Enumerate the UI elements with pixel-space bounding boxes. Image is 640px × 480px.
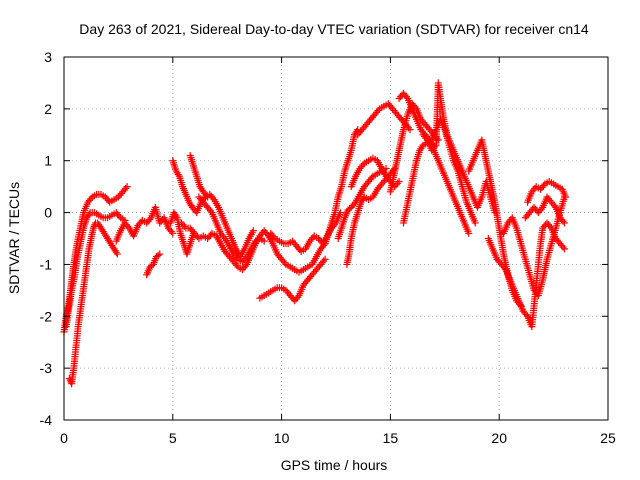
data-point [546, 222, 554, 230]
data-point [207, 207, 215, 215]
data-point [154, 251, 162, 259]
data-point [87, 195, 95, 203]
data-point [89, 224, 97, 232]
y-tick-label: -4 [40, 412, 53, 428]
x-tick-label: 15 [383, 430, 399, 446]
data-point [562, 193, 570, 201]
y-tick-labels: -4 -3 -2 -1 0 1 2 3 [40, 49, 53, 428]
data-point [431, 143, 439, 151]
y-tick-label: 1 [44, 153, 52, 169]
x-tick-label: 20 [491, 430, 507, 446]
data-point [85, 210, 93, 218]
data-point [124, 222, 132, 230]
y-tick-label: 2 [44, 101, 52, 117]
y-tick-label: -1 [40, 256, 53, 272]
y-tick-label: -2 [40, 308, 53, 324]
data-point [249, 227, 257, 235]
data-point [113, 250, 121, 258]
data-point [112, 248, 120, 256]
y-tick-label: 0 [44, 205, 52, 221]
data-point [471, 219, 479, 227]
x-tick-label: 10 [274, 430, 290, 446]
data-point [359, 161, 367, 169]
data-point [418, 143, 426, 151]
data-point [294, 293, 302, 301]
x-tick-label: 0 [60, 430, 68, 446]
data-point [374, 107, 382, 115]
data-point [167, 228, 175, 236]
data-point [270, 233, 278, 241]
y-tick-label: 3 [44, 49, 52, 65]
data-point [550, 202, 558, 210]
data-point [233, 261, 241, 269]
data-point [402, 93, 410, 101]
data-point [233, 254, 241, 262]
plot-frame [63, 56, 609, 421]
data-point [559, 243, 567, 251]
data-point [263, 230, 271, 238]
x-tick-labels: 0 5 10 15 20 25 [60, 430, 616, 446]
data-point [350, 200, 358, 208]
data-point [174, 171, 182, 179]
data-points [60, 79, 570, 388]
data-point [241, 254, 249, 262]
data-point [169, 229, 177, 237]
data-point [281, 259, 289, 267]
data-point [500, 264, 508, 272]
data-point [260, 237, 268, 245]
data-point [321, 255, 329, 263]
data-point [220, 233, 228, 241]
data-point [320, 257, 328, 265]
data-point [560, 245, 568, 253]
data-point [537, 205, 545, 213]
data-point [241, 262, 249, 270]
data-point [202, 191, 210, 199]
data-point [209, 194, 217, 202]
data-point [465, 229, 473, 237]
data-point [395, 177, 403, 185]
x-tick-label: 5 [169, 430, 177, 446]
data-point [180, 222, 188, 230]
data-point [559, 217, 567, 225]
y-tick-label: -3 [40, 360, 53, 376]
y-axis-label: SDTVAR / TECUs [6, 182, 22, 294]
data-point [115, 212, 123, 220]
data-point [406, 126, 414, 134]
data-point [204, 193, 212, 201]
data-point [123, 183, 131, 191]
data-point [156, 250, 164, 258]
axis-ticks [63, 56, 609, 421]
data-point [522, 311, 530, 319]
data-point [146, 215, 154, 223]
data-point [368, 174, 376, 182]
x-tick-label: 25 [600, 430, 616, 446]
data-point [560, 219, 568, 227]
data-point [122, 184, 130, 192]
chart-title: Day 263 of 2021, Sidereal Day-to-day VTE… [79, 21, 589, 37]
x-axis-label: GPS time / hours [281, 457, 388, 473]
data-point [346, 205, 354, 213]
data-point [539, 182, 547, 190]
data-point [422, 134, 430, 142]
data-point [172, 212, 180, 220]
